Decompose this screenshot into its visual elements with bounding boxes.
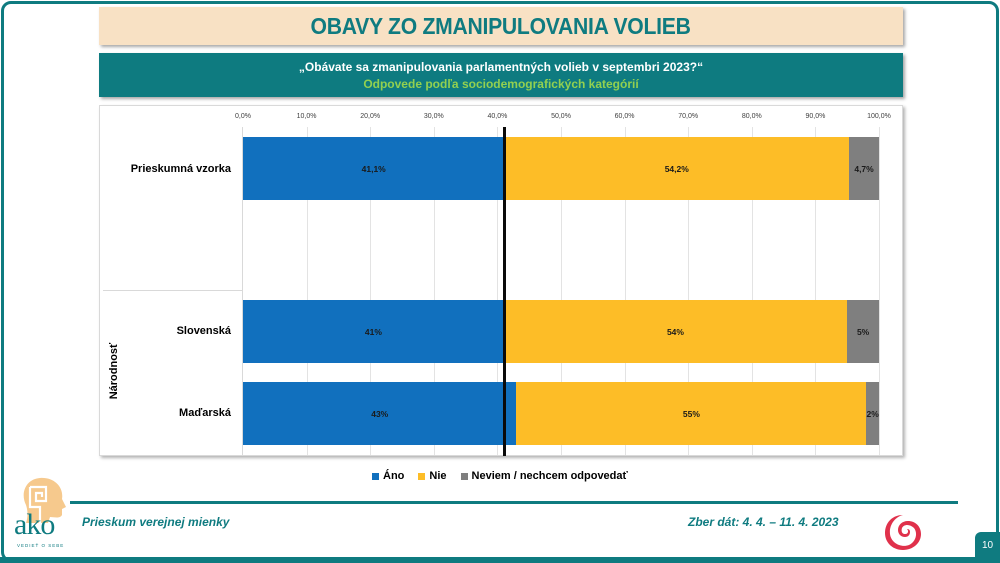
gridline <box>306 127 308 455</box>
chart-legend: Áno Nie Neviem / nechcem odpovedať <box>372 470 628 482</box>
bar-segment-ano: 43% <box>243 382 517 445</box>
bar-segment-nie: 54,2% <box>504 137 850 200</box>
question-box: „Obávate sa zmanipulovania parlamentných… <box>99 53 903 97</box>
x-tick-label: 40,0% <box>487 113 508 120</box>
gridline <box>497 127 499 455</box>
gridline <box>815 127 817 455</box>
legend-swatch-nie <box>418 472 426 480</box>
gridline <box>561 127 562 455</box>
legend-label: Neviem / nechcem odpovedať <box>471 470 628 482</box>
gridline <box>751 127 753 455</box>
category-axis-line <box>242 127 243 455</box>
legend-item-neviem: Neviem / nechcem odpovedať <box>460 470 628 482</box>
category-axis-area <box>101 127 242 455</box>
gridline <box>879 127 880 455</box>
legend-label: Nie <box>429 470 447 482</box>
bar-segment-neviem: 4,7% <box>849 137 879 200</box>
footer-divider <box>70 501 958 504</box>
x-tick-label: 30,0% <box>423 113 444 120</box>
footer-survey-label: Prieskum verejnej mienky <box>82 515 230 529</box>
x-tick-label: 60,0% <box>614 113 635 120</box>
legend-item-ano: Áno <box>372 470 404 482</box>
x-tick-label: 10,0% <box>296 113 317 120</box>
legend-swatch-neviem <box>460 472 468 480</box>
slide-title: OBAVY ZO ZMANIPULOVANIA VOLIEB <box>310 12 692 39</box>
bar-row-slovak: 41% 54% 5% <box>243 300 879 363</box>
gridline <box>433 127 435 455</box>
ako-head-logo-icon <box>23 477 66 523</box>
x-tick-label: 90,0% <box>805 113 826 120</box>
bar-segment-ano: 41,1% <box>243 137 505 200</box>
category-label-sample: Prieskumná vzorka <box>130 163 231 175</box>
gridline <box>624 127 626 455</box>
bar-segment-nie: 54% <box>503 300 848 363</box>
x-tick-label: 70,0% <box>678 113 699 120</box>
gridline <box>370 127 372 455</box>
x-tick-label: 50,0% <box>551 113 571 120</box>
ako-logo-text: ako <box>14 508 55 541</box>
chart-subtitle: Odpovede podľa sociodemografických kateg… <box>363 76 639 91</box>
bar-segment-neviem: 2% <box>866 382 879 445</box>
category-group-separator <box>103 290 243 291</box>
category-label-hungarian: Maďarská <box>179 407 231 419</box>
gridline <box>688 127 690 455</box>
category-label-slovak: Slovenská <box>176 325 231 337</box>
slide-bottom-bar <box>0 557 1000 563</box>
bar-segment-ano: 41% <box>243 300 504 363</box>
legend-label: Áno <box>383 470 405 482</box>
swirl-logo-icon <box>885 515 921 550</box>
ako-logo-tagline: VEDIEŤ O SEBE <box>17 543 65 548</box>
survey-question: „Obávate sa zmanipulovania parlamentných… <box>298 59 704 74</box>
x-tick-label: 0,0% <box>235 113 251 120</box>
footer-collection-date: Zber dát: 4. 4. – 11. 4. 2023 <box>688 515 839 529</box>
legend-swatch-ano <box>372 472 379 480</box>
page-number: 10 <box>975 532 1000 563</box>
group-label-nationality: Národnosť <box>108 342 120 400</box>
reference-line <box>502 127 506 456</box>
slide-title-box: OBAVY ZO ZMANIPULOVANIA VOLIEB <box>99 7 903 45</box>
x-tick-label: 80,0% <box>741 113 762 120</box>
bar-row-sample: 41,1% 54,2% 4,7% <box>243 137 879 200</box>
legend-item-nie: Nie <box>418 470 447 482</box>
x-tick-label: 20,0% <box>360 113 381 120</box>
bar-segment-neviem: 5% <box>847 300 879 363</box>
bar-segment-nie: 55% <box>516 382 867 445</box>
x-tick-label: 100,0% <box>867 113 891 120</box>
bar-row-hungarian: 43% 55% 2% <box>243 382 879 445</box>
